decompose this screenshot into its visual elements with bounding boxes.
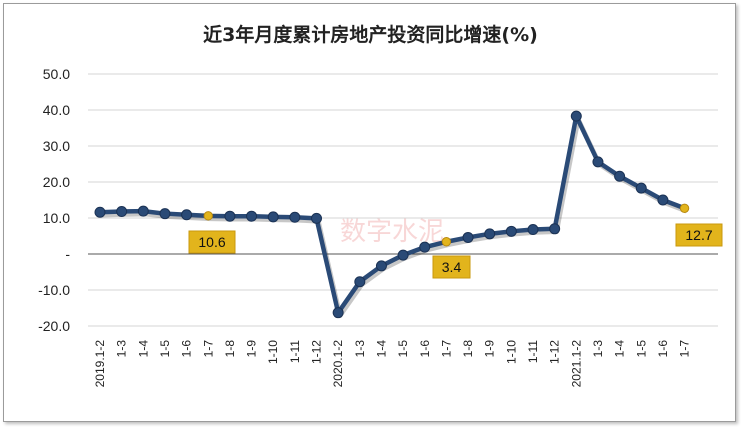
data-label: 3.4: [442, 259, 462, 275]
y-tick-label: -: [65, 246, 70, 262]
data-label-box: [675, 223, 723, 247]
data-point: [94, 206, 106, 218]
x-tick-label: 1-3: [353, 340, 367, 358]
data-point: [246, 210, 258, 222]
y-tick-label: 50.0: [43, 66, 70, 82]
data-point: [116, 206, 128, 218]
data-point: [397, 249, 409, 261]
data-point: [441, 237, 452, 247]
data-label: 10.6: [198, 234, 225, 250]
y-tick-label: 20.0: [43, 174, 70, 190]
x-tick-label: 1-3: [591, 340, 605, 358]
x-tick-label: 1-10: [504, 340, 518, 364]
data-label-box: [188, 230, 236, 254]
y-tick-label: -20.0: [38, 318, 70, 334]
series-line: [99, 113, 686, 315]
x-tick-label: 1-7: [439, 340, 453, 358]
x-tick-label: 1-11: [526, 340, 540, 363]
data-point: [679, 203, 690, 213]
chart-title: 近3年月度累计房地产投资同比增速(%): [203, 24, 538, 46]
data-point: [505, 225, 517, 237]
x-tick-label: 2021.1-2: [569, 340, 583, 388]
data-point: [614, 170, 626, 182]
x-tick-label: 1-7: [201, 340, 215, 358]
x-tick-label: 1-4: [136, 340, 150, 358]
y-tick-label: 30.0: [43, 138, 70, 154]
y-tick-label: -10.0: [38, 282, 70, 298]
x-tick-label: 2020.1-2: [331, 340, 345, 388]
x-tick-label: 1-10: [266, 340, 280, 364]
x-tick-label: 1-3: [115, 340, 129, 358]
data-point: [267, 211, 279, 223]
x-tick-label: 1-5: [634, 340, 648, 358]
data-point: [375, 260, 387, 272]
x-tick-label: 1-11: [288, 340, 302, 363]
data-point: [181, 209, 193, 221]
x-tick-label: 1-5: [158, 340, 172, 358]
data-point: [137, 205, 149, 217]
x-tick-label: 1-7: [678, 340, 692, 358]
watermark: 数字水泥: [340, 217, 444, 247]
data-point: [549, 223, 561, 235]
data-point: [354, 276, 366, 288]
x-tick-label: 1-5: [396, 340, 410, 358]
x-tick-label: 1-9: [483, 340, 497, 358]
data-point: [570, 110, 582, 122]
data-point: [159, 208, 171, 220]
data-point: [635, 182, 647, 194]
data-point: [311, 212, 322, 224]
x-tick-label: 1-12: [548, 340, 562, 364]
data-point: [592, 156, 604, 168]
data-point: [203, 211, 213, 221]
data-point: [527, 224, 539, 236]
y-tick-label: 40.0: [43, 102, 70, 118]
x-tick-label: 1-6: [180, 340, 194, 358]
data-point: [332, 307, 344, 319]
data-point: [419, 241, 431, 253]
x-tick-label: 2019.1-2: [93, 340, 107, 388]
data-point: [657, 194, 669, 206]
x-tick-label: 1-4: [613, 340, 627, 358]
data-point: [224, 210, 236, 222]
x-tick-label: 1-9: [245, 340, 259, 358]
x-tick-label: 1-4: [374, 340, 388, 358]
x-tick-label: 1-6: [418, 340, 432, 358]
data-label: 12.7: [685, 227, 712, 243]
x-tick-label: 1-12: [310, 340, 324, 364]
data-label-box: [432, 255, 471, 279]
data-point: [484, 228, 496, 240]
data-point: [289, 211, 301, 223]
x-tick-label: 1-6: [656, 340, 670, 358]
x-tick-label: 1-8: [223, 340, 237, 358]
data-point: [462, 231, 474, 243]
x-tick-label: 1-8: [461, 340, 475, 358]
y-tick-label: 10.0: [43, 210, 70, 226]
